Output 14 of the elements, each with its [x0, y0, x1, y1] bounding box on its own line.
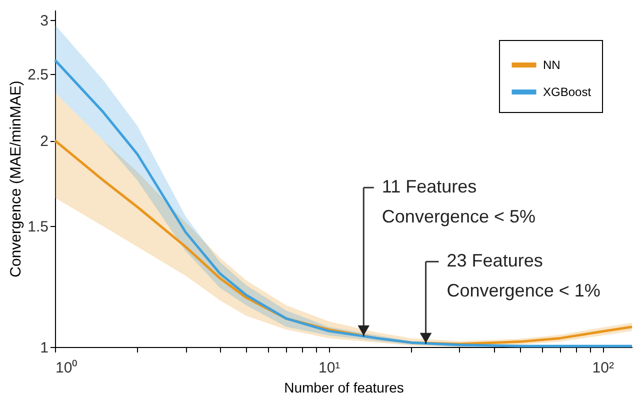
legend-label: XGBoost [543, 85, 592, 99]
y-tick-label: 2.5 [28, 66, 48, 84]
x-tick-label: 10⁰ [56, 360, 78, 376]
legend-label: NN [543, 58, 560, 72]
y-axis-title: Convergence (MAE/minMAE) [8, 80, 25, 278]
annotation: 23 Features Convergence < 1% [446, 250, 600, 300]
x-tick-label: 10¹ [318, 360, 340, 376]
y-tick-label: 2 [40, 133, 48, 150]
y-tick-label: 1.5 [28, 218, 48, 236]
y-tick-label: 1 [40, 340, 48, 356]
x-tick-label: 10² [592, 360, 614, 376]
x-axis-title: Number of features [284, 380, 404, 396]
annotation: 11 Features Convergence < 5% [382, 176, 536, 226]
y-tick-label: 3 [40, 12, 48, 30]
